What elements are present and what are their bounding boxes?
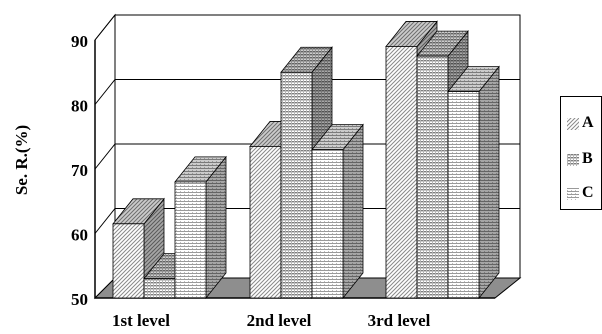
legend-label-a: A bbox=[582, 114, 594, 131]
y-tick-label: 90 bbox=[71, 32, 88, 51]
gridline bbox=[94, 208, 520, 234]
bar-c-2 bbox=[447, 65, 500, 300]
y-tick-label: 80 bbox=[71, 97, 88, 116]
bar-c-1 bbox=[311, 123, 364, 300]
y-tick-label: 70 bbox=[71, 161, 88, 180]
gridline bbox=[94, 79, 520, 105]
legend-swatch-b bbox=[567, 153, 579, 166]
x-tick-label: 1st level bbox=[112, 311, 170, 330]
bars bbox=[112, 20, 500, 300]
x-tick-labels: 1st level 2nd level 3rd level bbox=[112, 311, 431, 330]
gridline bbox=[94, 143, 520, 170]
x-tick-label: 2nd level bbox=[247, 311, 312, 330]
legend-item-b: B bbox=[567, 151, 593, 167]
legend-label-c: C bbox=[582, 184, 594, 201]
y-tick-label: 50 bbox=[71, 290, 88, 309]
legend-swatch-a bbox=[567, 117, 579, 130]
legend-item-c: C bbox=[567, 185, 594, 201]
gridline bbox=[94, 14, 520, 41]
legend: A B C bbox=[560, 96, 602, 210]
y-tick-label: 60 bbox=[71, 226, 88, 245]
legend-swatch-c bbox=[567, 187, 579, 200]
y-tick-labels: 50 60 70 80 90 bbox=[71, 32, 88, 309]
y-axis-label: Se. R.(%) bbox=[12, 125, 31, 195]
legend-label-b: B bbox=[582, 150, 593, 167]
x-tick-label: 3rd level bbox=[368, 311, 431, 330]
gridlines bbox=[94, 14, 520, 234]
legend-item-a: A bbox=[567, 115, 594, 131]
bar-c-0 bbox=[174, 155, 227, 300]
